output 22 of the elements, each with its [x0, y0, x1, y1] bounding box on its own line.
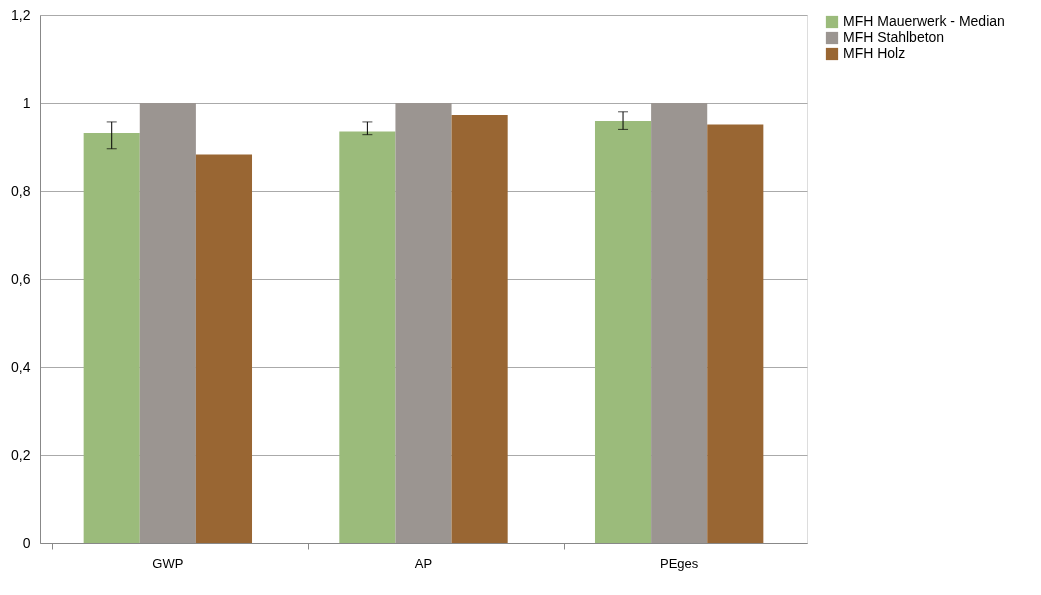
- bar: [651, 103, 708, 543]
- y-tick-label: 0: [22, 534, 31, 551]
- bar: [339, 131, 396, 543]
- y-tick-label: 1: [22, 94, 31, 111]
- bar: [451, 114, 508, 543]
- bar: [594, 121, 652, 543]
- x-tick-label: AP: [414, 555, 433, 571]
- y-tick-label: 0,2: [11, 446, 31, 463]
- bar: [707, 124, 764, 543]
- y-tick-label: 1,2: [11, 6, 31, 23]
- bar: [195, 154, 253, 543]
- bar: [395, 103, 452, 543]
- x-tick-label: GWP: [152, 555, 184, 571]
- y-tick-label: 0,6: [11, 270, 31, 287]
- legend-label: MFH Stahlbeton: [843, 29, 945, 45]
- legend-label: MFH Holz: [843, 45, 906, 61]
- bar: [139, 103, 196, 543]
- y-tick-label: 0,8: [11, 182, 31, 199]
- y-tick-label: 0,4: [11, 358, 31, 375]
- bar: [83, 132, 140, 543]
- x-tick-label: PEges: [660, 555, 699, 571]
- legend-label: MFH Mauerwerk - Median: [843, 13, 1005, 29]
